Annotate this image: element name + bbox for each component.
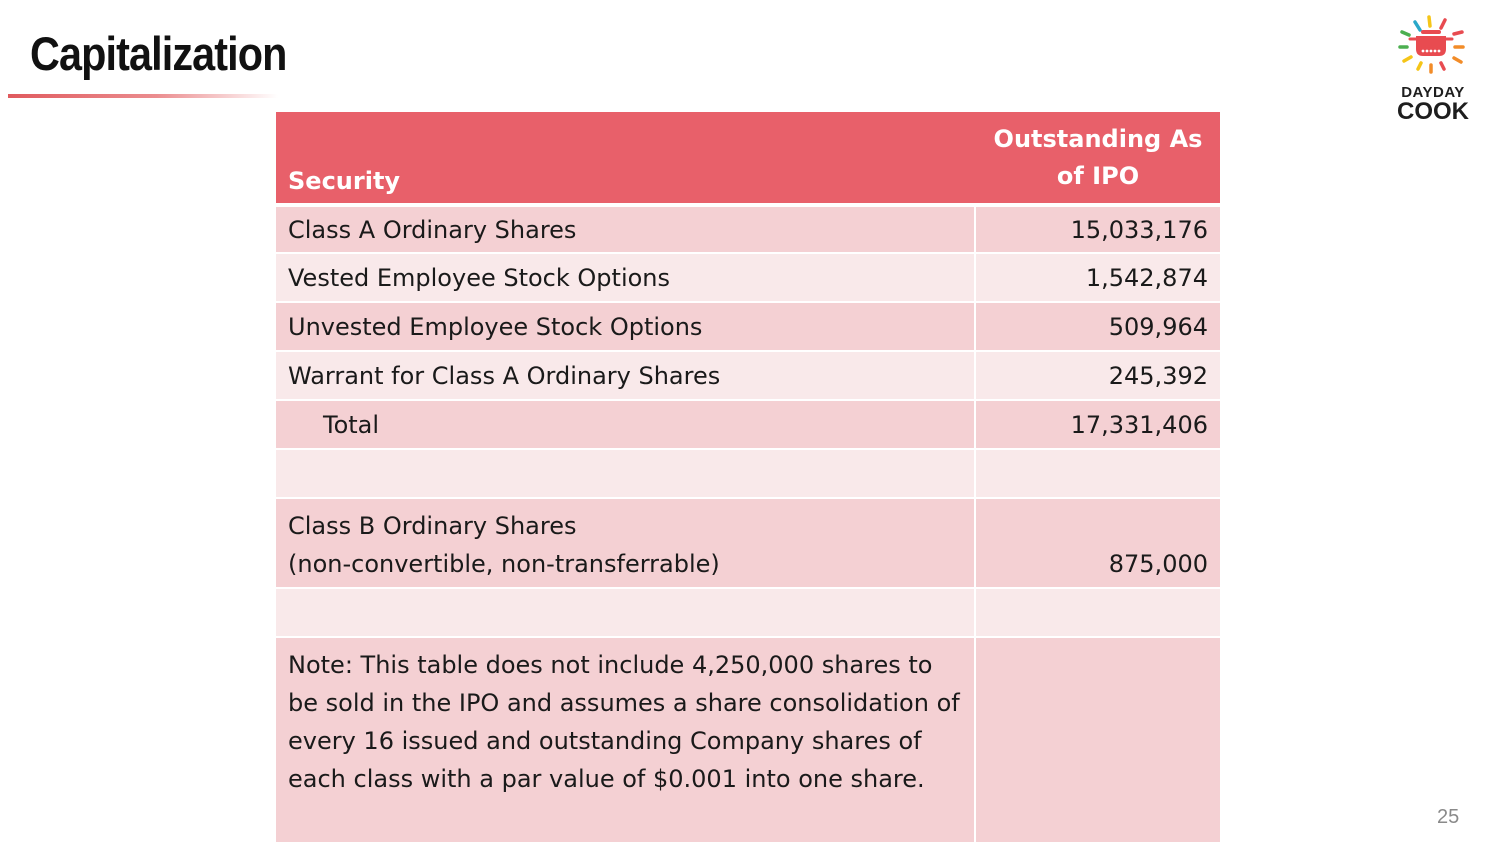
total-row: Total 17,331,406 (276, 401, 1220, 450)
logo-text-dayday: DAYDAY (1401, 84, 1465, 101)
security-cell: Warrant for Class A Ordinary Shares (276, 352, 976, 401)
outstanding-cell (976, 638, 1220, 844)
security-cell: Class A Ordinary Shares (276, 207, 976, 254)
capitalization-table: Security Outstanding As of IPO Class A O… (276, 112, 1220, 844)
security-cell (276, 450, 976, 499)
outstanding-cell: 245,392 (976, 352, 1220, 401)
note-text: Note: This table does not include 4,250,… (276, 638, 976, 844)
table-row: Warrant for Class A Ordinary Shares 245,… (276, 352, 1220, 401)
cooking-pot-icon (1398, 15, 1465, 74)
empty-row (276, 589, 1220, 638)
page-number: 25 (1437, 806, 1460, 828)
table-row: Vested Employee Stock Options 1,542,874 (276, 254, 1220, 303)
table-row: Class B Ordinary Shares (non-convertible… (276, 499, 1220, 589)
dayday-cook-logo: DAYDAY COOK (1392, 14, 1474, 126)
note-row: Note: This table does not include 4,250,… (276, 638, 1220, 844)
slide-title: Capitalization (30, 27, 287, 80)
header-outstanding: Outstanding As of IPO (976, 112, 1220, 207)
table-row: Unvested Employee Stock Options 509,964 (276, 303, 1220, 352)
security-line-2: (non-convertible, non-transferrable) (288, 550, 720, 578)
outstanding-cell: 875,000 (976, 499, 1220, 589)
logo-text-cook: COOK (1397, 98, 1469, 125)
title-underline (8, 94, 278, 98)
header-security: Security (276, 112, 976, 207)
security-cell: Vested Employee Stock Options (276, 254, 976, 303)
table-row: Class A Ordinary Shares 15,033,176 (276, 207, 1220, 254)
empty-row (276, 450, 1220, 499)
outstanding-cell: 1,542,874 (976, 254, 1220, 303)
security-line-1: Class B Ordinary Shares (288, 512, 577, 540)
outstanding-cell: 15,033,176 (976, 207, 1220, 254)
security-cell: Unvested Employee Stock Options (276, 303, 976, 352)
outstanding-cell: 509,964 (976, 303, 1220, 352)
security-cell: Class B Ordinary Shares (non-convertible… (276, 499, 976, 589)
total-label: Total (276, 401, 976, 450)
outstanding-cell (976, 450, 1220, 499)
total-value: 17,331,406 (976, 401, 1220, 450)
table-header-row: Security Outstanding As of IPO (276, 112, 1220, 207)
security-cell (276, 589, 976, 638)
outstanding-cell (976, 589, 1220, 638)
